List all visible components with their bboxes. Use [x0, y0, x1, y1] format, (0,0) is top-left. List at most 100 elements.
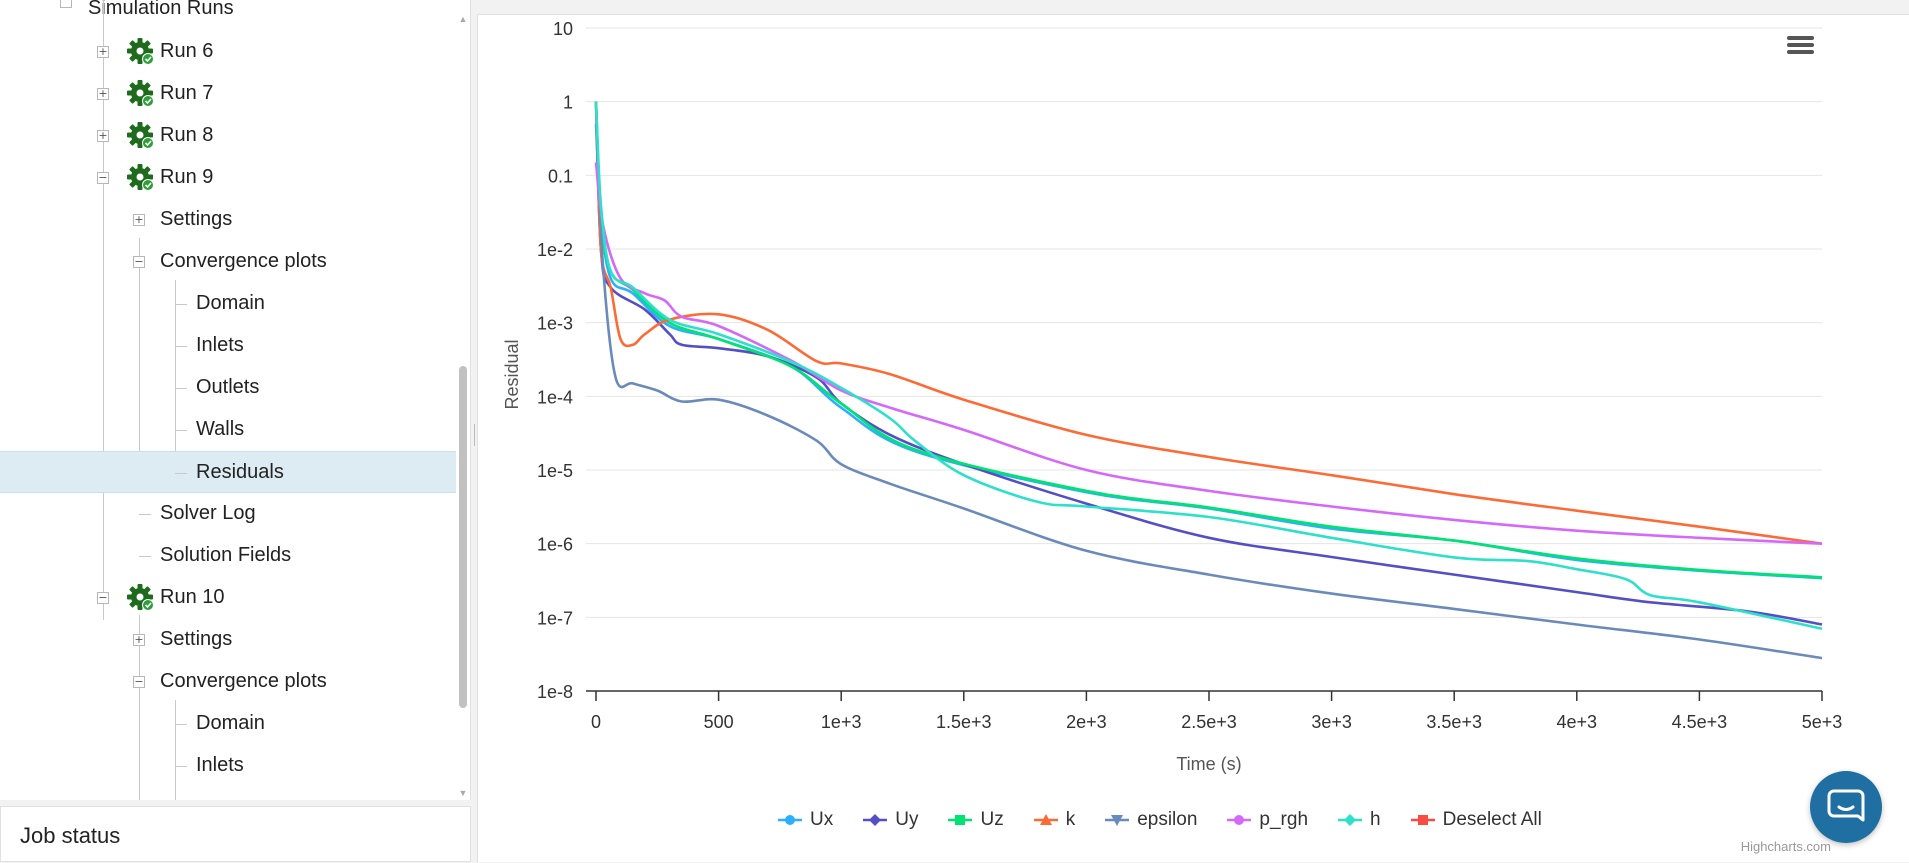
tree-item-label: Domain	[196, 712, 265, 734]
y-tick-label: 1e-6	[537, 535, 573, 555]
tree-item-solution-fields[interactable]: Solution Fields	[0, 535, 456, 577]
hamburger-menu-icon[interactable]	[1787, 33, 1817, 63]
collapse-toggle-icon[interactable]: −	[133, 675, 145, 688]
collapse-toggle-icon[interactable]: −	[97, 171, 109, 184]
legend-label: epsilon	[1137, 809, 1198, 830]
legend-label: Uz	[980, 809, 1004, 830]
tree-item-domain[interactable]: Domain	[0, 703, 456, 745]
tree-item-run-9[interactable]: − Run 9	[0, 157, 456, 199]
sidebar-tree-panel: Simulation Runs + Run 6 + Run 7 + Run 8 − Run 9 +…	[0, 0, 471, 800]
tree-item-convergence-plots[interactable]: − Convergence plots	[0, 661, 456, 703]
tree-item-inlets[interactable]: Inlets	[0, 325, 456, 367]
tree-item-residuals[interactable]: Residuals	[0, 451, 456, 493]
y-tick-label: 1e-7	[537, 608, 573, 628]
legend-item-ux[interactable]: Ux	[778, 805, 833, 835]
tree-item-simulation-runs[interactable]: Simulation Runs	[0, 0, 456, 30]
legend-label: Ux	[810, 809, 834, 830]
series-line-h	[594, 101, 1823, 630]
tree-item-label: Run 9	[160, 166, 214, 188]
tree-guide-line	[139, 615, 140, 800]
collapse-toggle-icon[interactable]: −	[97, 591, 109, 604]
tree-item-label: Outlets	[196, 376, 260, 398]
legend-marker-icon	[1033, 814, 1058, 825]
legend-item-uy[interactable]: Uy	[863, 805, 918, 835]
chart-legend: Ux Uy Uz k epsilon p_rgh h Deselect All	[778, 805, 1542, 835]
y-tick-label: 1e-5	[537, 461, 573, 481]
x-tick-label: 3e+3	[1311, 712, 1352, 732]
tree-item-solver-log[interactable]: Solver Log	[0, 493, 456, 535]
tree-item-walls[interactable]: Walls	[0, 409, 456, 451]
tree-item-run-6[interactable]: + Run 6	[0, 31, 456, 73]
x-tick-label: 500	[704, 712, 734, 732]
scroll-down-arrow-icon[interactable]: ▼	[458, 788, 468, 798]
y-tick-label: 1e-4	[537, 387, 573, 407]
series-line-uy	[594, 101, 1823, 626]
series-line-uz	[594, 101, 1823, 579]
gear-check-icon	[127, 122, 154, 149]
tree-guide-line	[139, 238, 140, 478]
expand-toggle-icon[interactable]: +	[97, 129, 109, 142]
tree-guide-line	[175, 280, 176, 476]
legend-marker-icon	[1410, 815, 1435, 825]
tree-item-label: Domain	[196, 292, 265, 314]
tree-connector-line	[175, 430, 187, 431]
x-tick-label: 1.5e+3	[936, 712, 992, 732]
tree-item-label: Run 6	[160, 40, 214, 62]
series-line-k	[594, 101, 1823, 545]
collapse-toggle-icon[interactable]	[60, 0, 72, 8]
legend-item-p-rgh[interactable]: p_rgh	[1227, 805, 1308, 835]
tree-item-label: Settings	[160, 208, 233, 230]
tree-guide-line	[103, 0, 104, 620]
tree-item-convergence-plots[interactable]: − Convergence plots	[0, 241, 456, 283]
collapse-toggle-icon[interactable]: −	[133, 255, 145, 268]
residuals-chart-panel: 10 1 0.1 1e-2 1e-3 1e-4 1e-5 1e-6 1e-7 1e-8 0 500 1e…	[477, 14, 1909, 862]
tree-item-settings[interactable]: + Settings	[0, 619, 456, 661]
legend-marker-icon	[1227, 815, 1252, 825]
scroll-thumb[interactable]	[459, 366, 467, 708]
job-status-title: Job status	[20, 823, 121, 848]
gear-check-icon	[127, 584, 154, 611]
tree-item-run-7[interactable]: + Run 7	[0, 73, 456, 115]
tree-item-label: Solver Log	[160, 502, 256, 524]
tree-connector-line	[175, 346, 187, 347]
highcharts-credits[interactable]: Highcharts.com	[1740, 839, 1831, 854]
y-axis-title: Residual	[502, 339, 522, 409]
legend-label: h	[1370, 809, 1381, 830]
expand-toggle-icon[interactable]: +	[133, 633, 145, 646]
tree-item-label: Convergence plots	[160, 250, 327, 272]
tree-guide-line	[175, 700, 176, 800]
legend-item-deselect-all[interactable]: Deselect All	[1410, 805, 1542, 835]
tree-item-inlets[interactable]: Inlets	[0, 745, 456, 787]
x-tick-label: 2.5e+3	[1181, 712, 1237, 732]
tree-connector-line	[139, 514, 151, 515]
legend-item-k[interactable]: k	[1033, 805, 1075, 835]
x-tick-label: 4.5e+3	[1672, 712, 1728, 732]
legend-item-h[interactable]: h	[1338, 805, 1381, 835]
expand-toggle-icon[interactable]: +	[133, 213, 145, 226]
x-tick-label: 1e+3	[821, 712, 862, 732]
scroll-up-arrow-icon[interactable]: ▲	[458, 14, 468, 24]
tree-item-settings[interactable]: + Settings	[0, 199, 456, 241]
tree-connector-line	[175, 724, 187, 725]
legend-marker-icon	[863, 814, 888, 826]
expand-toggle-icon[interactable]: +	[97, 87, 109, 100]
y-tick-label: 1e-3	[537, 314, 573, 334]
y-tick-label: 1e-2	[537, 240, 573, 260]
tree-item-run-8[interactable]: + Run 8	[0, 115, 456, 157]
chat-widget-button[interactable]	[1810, 771, 1882, 843]
tree-item-label: Run 7	[160, 82, 214, 104]
gear-check-icon	[127, 164, 154, 191]
legend-item-epsilon[interactable]: epsilon	[1105, 805, 1197, 835]
expand-toggle-icon[interactable]: +	[97, 45, 109, 58]
tree-item-outlets[interactable]: Outlets	[0, 367, 456, 409]
y-tick-label: 10	[553, 19, 573, 39]
legend-item-uz[interactable]: Uz	[948, 805, 1004, 835]
tree-item-run-10[interactable]: − Run 10	[0, 577, 456, 619]
tree-connector-line	[175, 304, 187, 305]
job-status-panel[interactable]: Job status	[0, 806, 471, 862]
x-tick-label: 5e+3	[1802, 712, 1843, 732]
legend-label: Deselect All	[1442, 809, 1542, 830]
tree-item-domain[interactable]: Domain	[0, 283, 456, 325]
x-axis-title: Time (s)	[1176, 754, 1241, 774]
tree-scrollbar[interactable]: ▲ ▼	[458, 14, 468, 800]
